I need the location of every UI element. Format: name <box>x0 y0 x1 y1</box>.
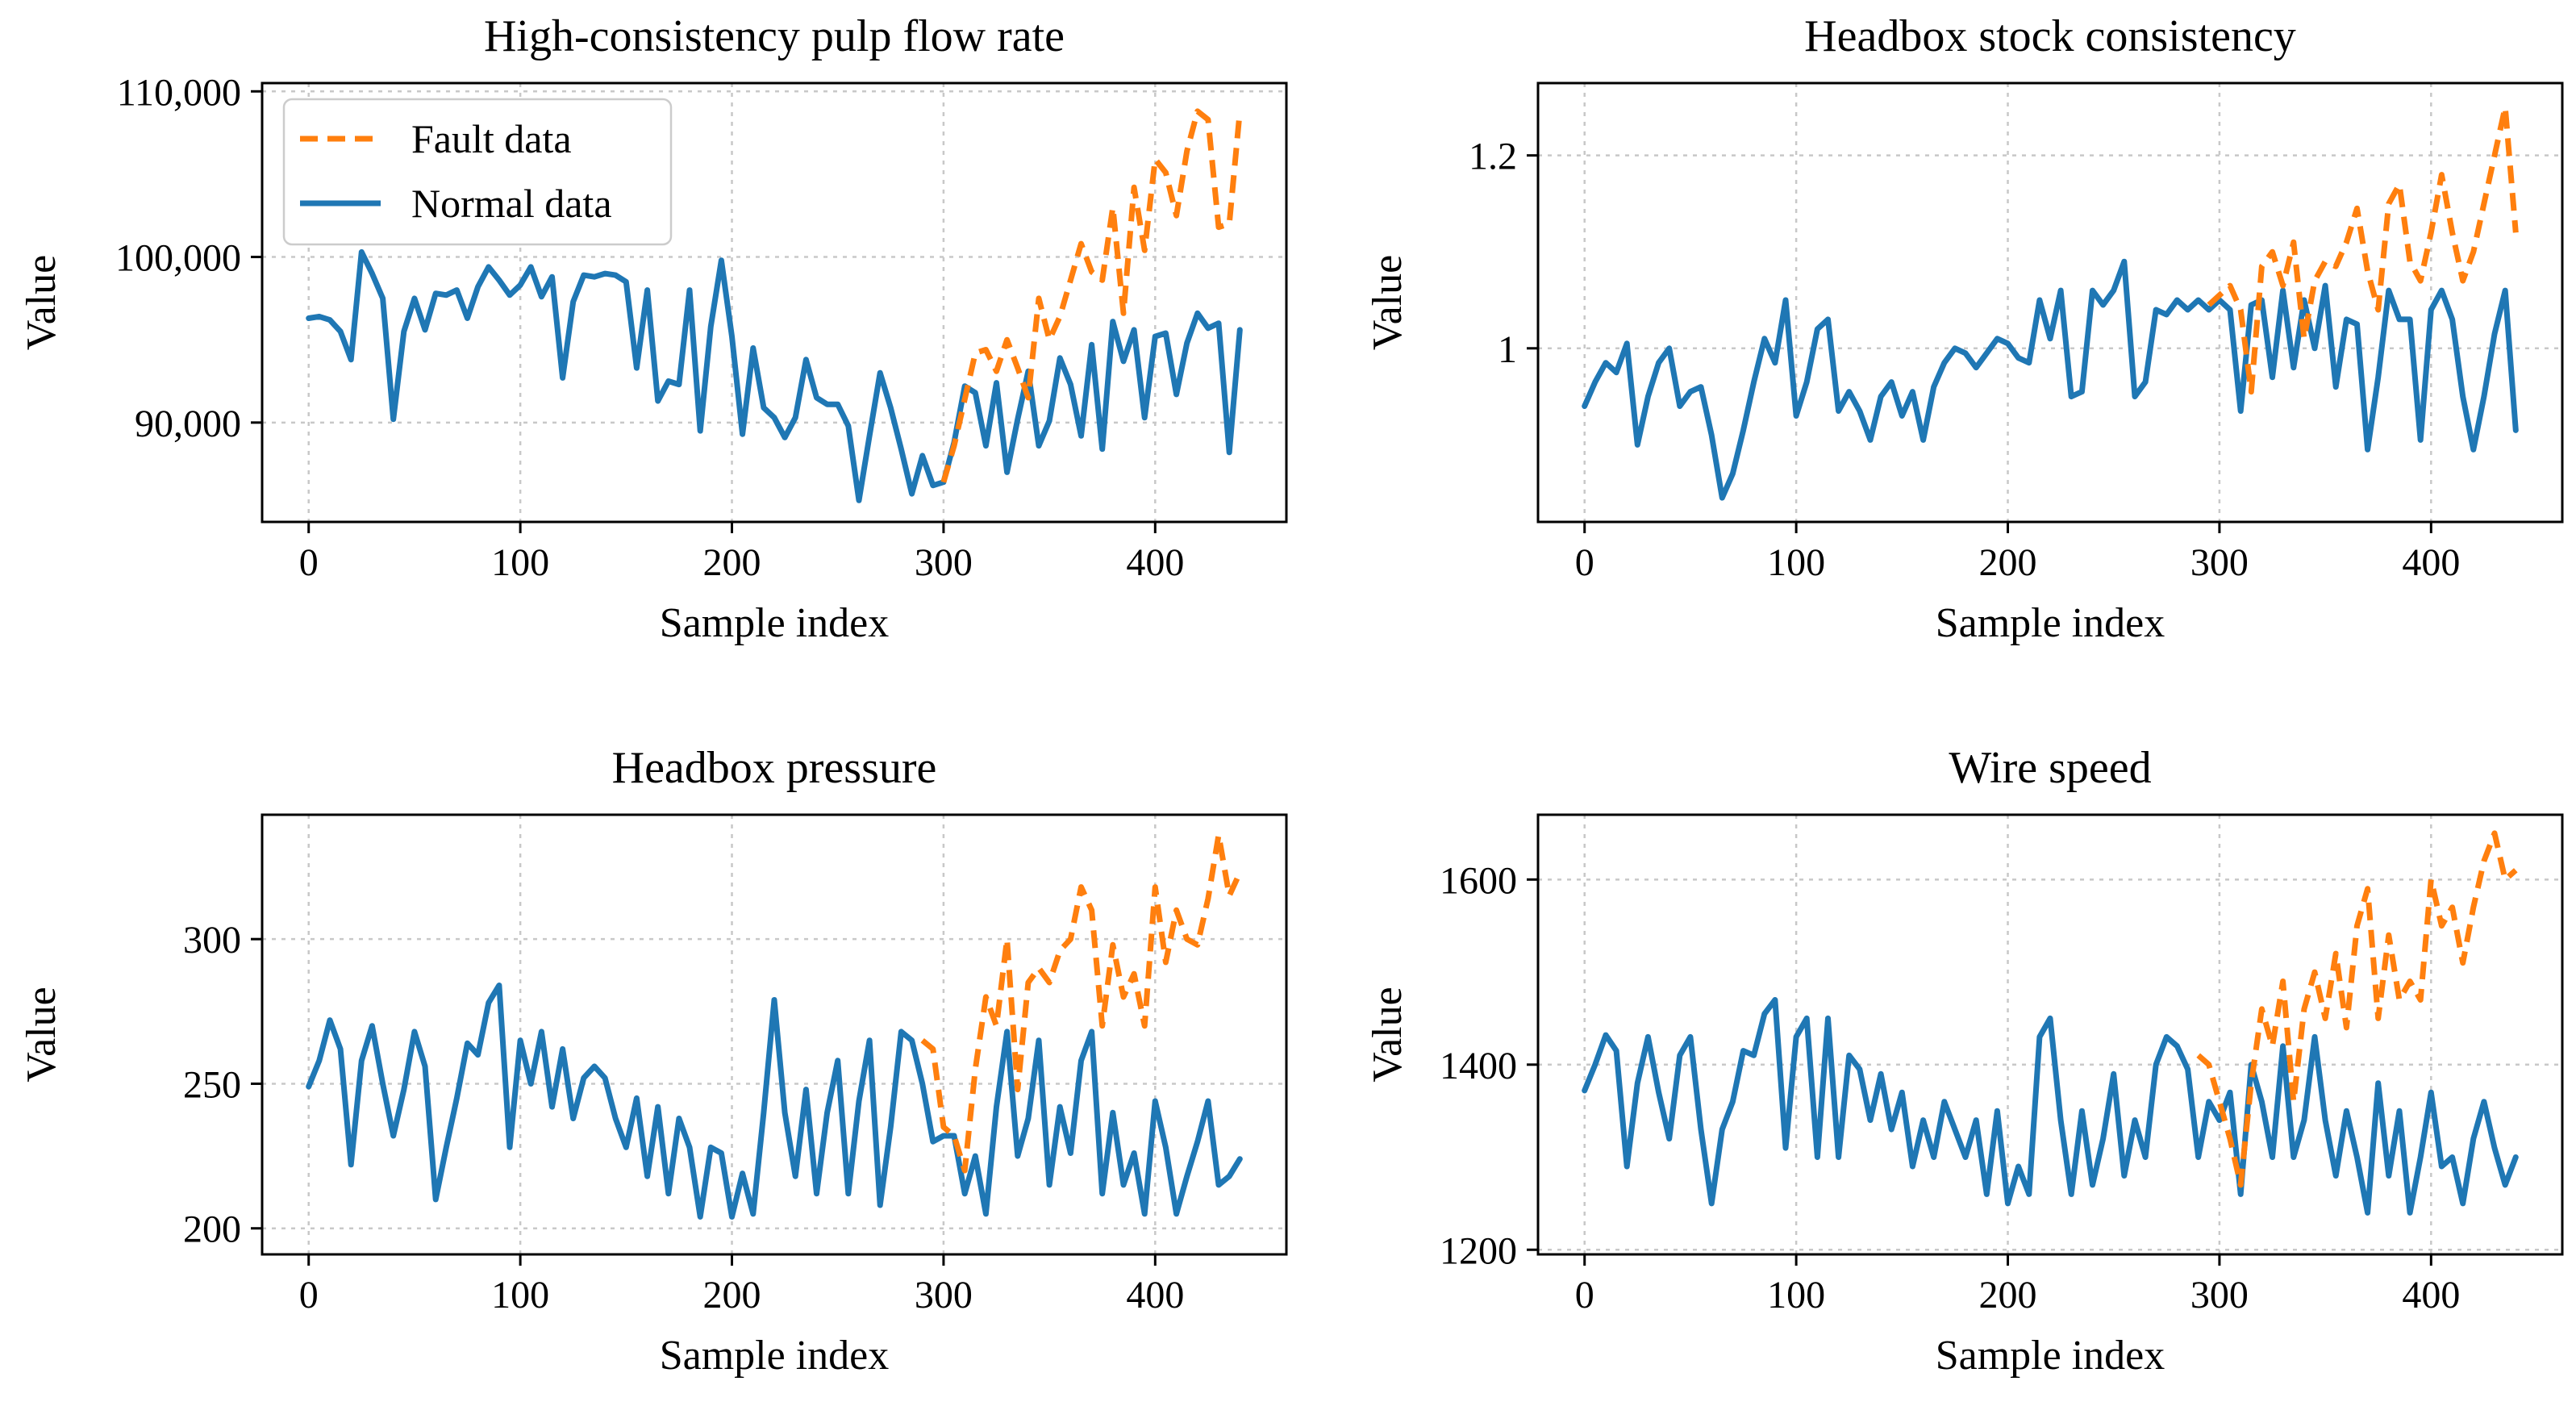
x-tick-label: 100 <box>1767 1274 1825 1316</box>
y-axis-label: Value <box>19 255 65 350</box>
fault-data-line <box>920 832 1243 1174</box>
y-tick-label: 200 <box>183 1208 241 1251</box>
subplot-title: Headbox stock consistency <box>1804 11 2296 61</box>
y-tick-label: 110,000 <box>117 71 241 114</box>
x-axis-label: Sample index <box>660 1333 890 1379</box>
y-tick-label: 90,000 <box>135 403 241 445</box>
x-axis-label: Sample index <box>1936 600 2165 646</box>
y-axis-label: Value <box>1365 987 1411 1082</box>
subplot-3: 0 100 200 300 400 200 250 300 Headbox pressure Sa… <box>19 743 1288 1379</box>
subplot-title: Headbox pressure <box>612 743 937 793</box>
x-axis-label: Sample index <box>1936 1333 2165 1379</box>
x-tick-label: 300 <box>2190 541 2249 584</box>
x-tick-label: 100 <box>1767 541 1825 584</box>
normal-data-line <box>1582 997 2519 1216</box>
y-tick-label: 250 <box>183 1063 241 1106</box>
x-tick-label: 100 <box>491 541 549 584</box>
axes-frame <box>1536 81 2564 524</box>
axes-frame <box>261 813 1288 1256</box>
axes-frame <box>261 81 1288 524</box>
x-tick-label: 400 <box>2402 541 2460 584</box>
x-tick-label: 400 <box>1126 1274 1184 1316</box>
fault-data-line <box>940 108 1243 483</box>
y-tick-label: 1600 <box>1440 859 1517 902</box>
subplot-1: 0 100 200 300 400 90,000 100,000 110,000 High-co… <box>19 11 1288 646</box>
x-axis-label: Sample index <box>660 600 890 646</box>
y-axis-label: Value <box>1365 255 1411 350</box>
x-tick-label: 300 <box>2190 1274 2249 1316</box>
legend-box <box>282 98 673 246</box>
x-tick-label: 400 <box>2402 1274 2460 1316</box>
x-tick-label: 0 <box>1575 1274 1594 1316</box>
y-axis-label: Value <box>19 987 65 1082</box>
y-tick-label: 1400 <box>1440 1045 1517 1087</box>
subplot-title: High-consistency pulp flow rate <box>484 11 1065 61</box>
normal-data-line <box>1582 258 2519 501</box>
x-tick-label: 300 <box>915 541 973 584</box>
fault-data-line <box>2196 830 2518 1188</box>
subplot-title: Wire speed <box>1949 743 2151 793</box>
x-tick-label: 200 <box>1979 541 2037 584</box>
x-tick-label: 200 <box>1979 1274 2037 1316</box>
x-tick-label: 300 <box>915 1274 973 1316</box>
x-tick-label: 0 <box>299 1274 319 1316</box>
x-tick-label: 0 <box>299 541 319 584</box>
fault-data-line <box>2207 104 2519 395</box>
legend: Fault data Normal data <box>282 98 673 246</box>
y-tick-label: 300 <box>183 919 241 962</box>
x-tick-label: 200 <box>703 541 761 584</box>
y-tick-label: 1 <box>1498 328 1517 371</box>
legend-entry-label: Fault data <box>411 116 572 161</box>
x-tick-label: 100 <box>491 1274 549 1316</box>
axes-frame <box>1536 813 2564 1256</box>
y-tick-label: 1.2 <box>1469 136 1517 178</box>
normal-data-line <box>306 983 1243 1220</box>
x-tick-label: 200 <box>703 1274 761 1316</box>
y-tick-label: 100,000 <box>115 237 241 280</box>
y-tick-label: 1200 <box>1440 1229 1517 1272</box>
x-tick-label: 400 <box>1126 541 1184 584</box>
subplot-2: 0 100 200 300 400 1 1.2 Headbox stock consisten… <box>1365 11 2564 646</box>
normal-data-line <box>306 248 1243 503</box>
x-tick-label: 0 <box>1575 541 1594 584</box>
legend-entry-label: Normal data <box>411 181 612 226</box>
subplot-4: 0 100 200 300 400 1200 1400 1600 Wire speed Sampl… <box>1365 743 2564 1379</box>
